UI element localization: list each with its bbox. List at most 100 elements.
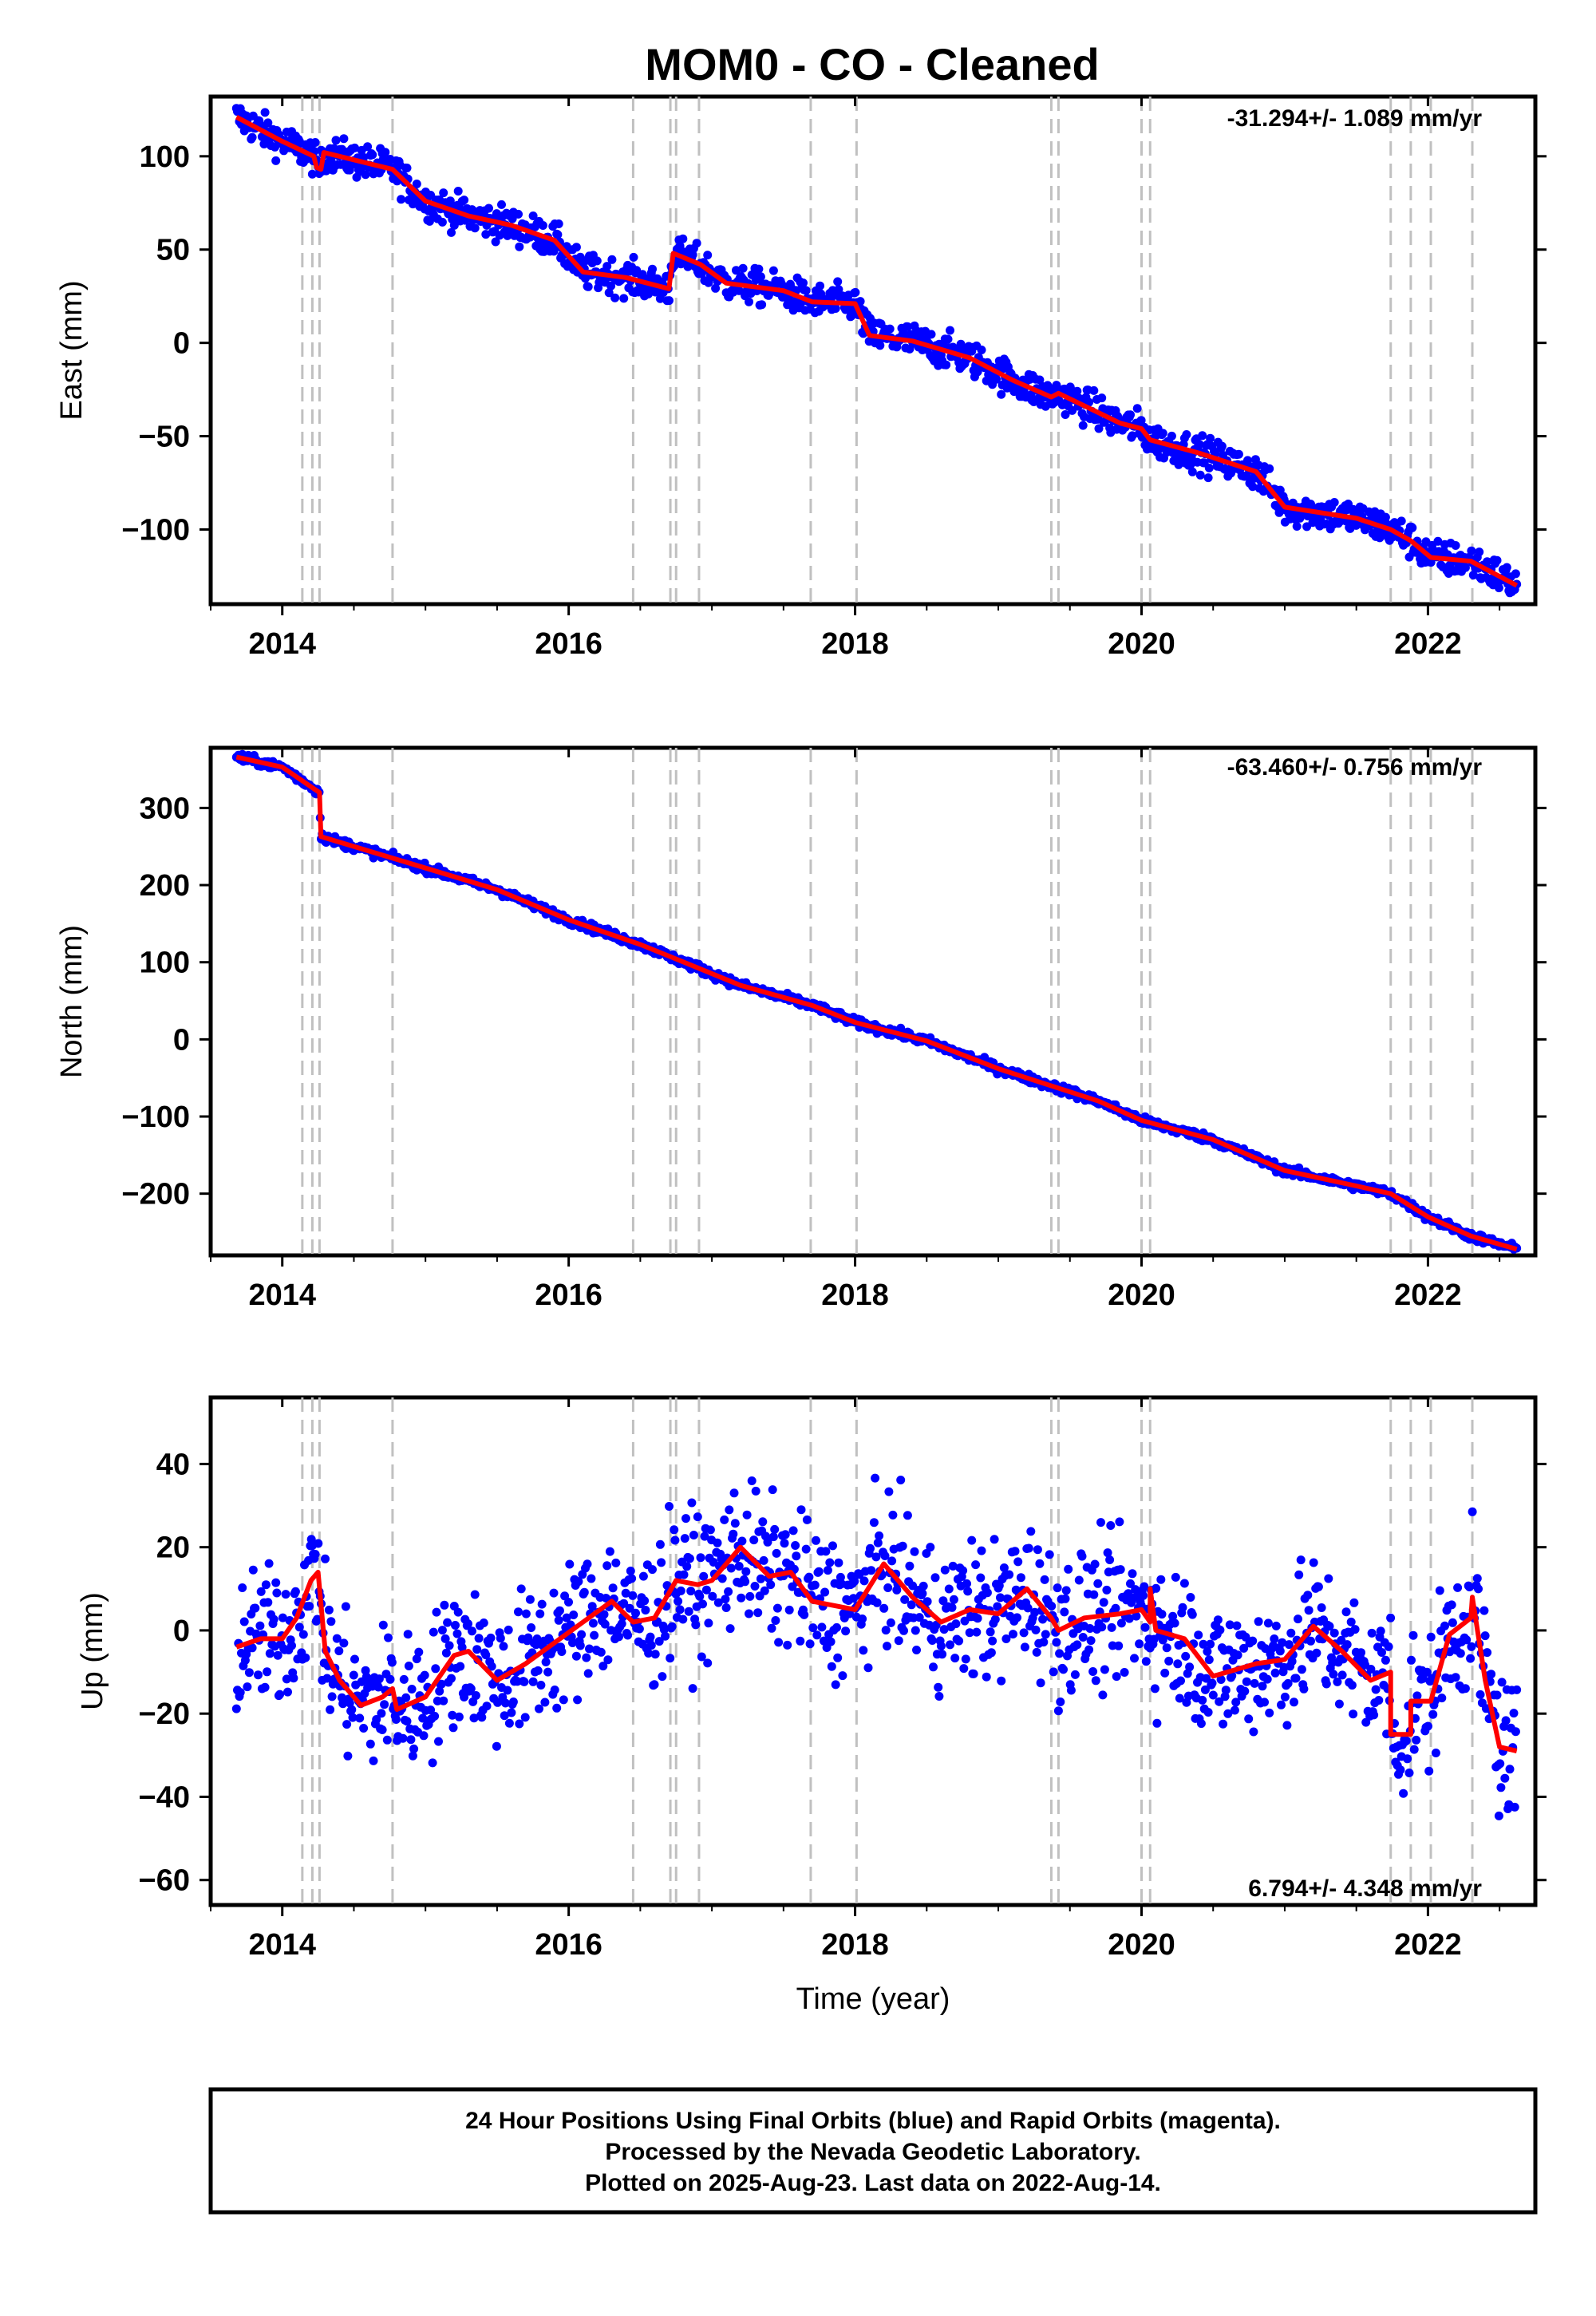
up-point bbox=[588, 1618, 598, 1628]
up-point bbox=[444, 1641, 454, 1650]
up-point bbox=[1409, 1745, 1419, 1754]
east-point bbox=[1475, 547, 1484, 557]
up-point bbox=[994, 1581, 1004, 1591]
up-point bbox=[1347, 1681, 1357, 1690]
up-point bbox=[670, 1525, 679, 1535]
east-point bbox=[1381, 512, 1390, 522]
up-point bbox=[1242, 1677, 1251, 1686]
east-point bbox=[571, 243, 581, 252]
east-point bbox=[1329, 498, 1339, 507]
up-point bbox=[532, 1634, 542, 1643]
up-point bbox=[1171, 1572, 1180, 1582]
up-point bbox=[905, 1561, 915, 1571]
up-point bbox=[602, 1561, 612, 1571]
up-point bbox=[646, 1632, 655, 1642]
footer-line-2: Processed by the Nevada Geodetic Laborat… bbox=[605, 2139, 1140, 2165]
up-point bbox=[954, 1636, 964, 1646]
up-point bbox=[1497, 1678, 1507, 1687]
up-point bbox=[665, 1502, 674, 1511]
up-point bbox=[533, 1666, 543, 1675]
up-point bbox=[1317, 1603, 1326, 1612]
up-point bbox=[583, 1559, 592, 1569]
east-point bbox=[1089, 385, 1099, 395]
east-y-tick-label: 100 bbox=[140, 140, 190, 174]
up-point bbox=[327, 1692, 337, 1701]
up-point bbox=[1230, 1705, 1239, 1715]
up-point bbox=[1052, 1638, 1061, 1647]
up-point bbox=[314, 1539, 323, 1548]
up-point bbox=[1296, 1555, 1306, 1565]
east-point bbox=[757, 300, 767, 310]
up-point bbox=[401, 1693, 411, 1702]
up-point bbox=[239, 1617, 249, 1626]
east-x-tick-label: 2022 bbox=[1394, 627, 1462, 661]
up-point bbox=[1304, 1606, 1314, 1615]
up-point bbox=[756, 1574, 765, 1583]
up-point bbox=[713, 1598, 723, 1607]
up-point bbox=[1357, 1648, 1365, 1658]
up-rate-label: 6.794+/- 4.348 mm/yr bbox=[1248, 1875, 1482, 1902]
up-point bbox=[841, 1626, 851, 1636]
up-point bbox=[780, 1530, 790, 1539]
up-point bbox=[819, 1636, 828, 1646]
up-point bbox=[990, 1535, 999, 1544]
north-y-tick-label: 100 bbox=[140, 947, 190, 980]
up-point bbox=[271, 1578, 281, 1587]
up-point bbox=[780, 1539, 789, 1548]
up-point bbox=[1059, 1665, 1068, 1674]
up-point bbox=[1371, 1685, 1381, 1694]
up-point bbox=[784, 1605, 794, 1614]
up-point bbox=[1175, 1694, 1184, 1703]
up-point bbox=[503, 1686, 512, 1695]
up-point bbox=[408, 1751, 417, 1761]
up-point bbox=[741, 1577, 750, 1587]
up-point bbox=[763, 1537, 772, 1547]
up-point bbox=[1329, 1670, 1338, 1679]
up-point bbox=[934, 1692, 944, 1701]
up-point bbox=[828, 1541, 837, 1551]
up-point bbox=[1510, 1802, 1519, 1812]
up-point bbox=[575, 1641, 585, 1650]
up-point bbox=[696, 1553, 705, 1563]
up-point bbox=[936, 1642, 946, 1650]
up-point bbox=[1346, 1617, 1356, 1626]
up-point bbox=[1030, 1607, 1040, 1617]
up-point bbox=[965, 1628, 974, 1638]
up-point bbox=[600, 1619, 610, 1629]
up-point bbox=[977, 1546, 986, 1555]
up-point bbox=[1039, 1638, 1049, 1647]
east-point bbox=[1248, 482, 1258, 492]
up-point bbox=[248, 1565, 258, 1575]
up-point bbox=[1404, 1769, 1414, 1777]
north-y-tick-label: 0 bbox=[173, 1023, 190, 1057]
up-point bbox=[273, 1650, 282, 1660]
up-axis-ticks: 2014 2016 2018 2020 2022 −60 −40 −20 0 20 40 bbox=[139, 1397, 1547, 1962]
up-point bbox=[1403, 1754, 1412, 1764]
east-point bbox=[339, 134, 349, 144]
up-point bbox=[697, 1652, 706, 1662]
up-y-axis-label: Up (mm) bbox=[76, 1592, 109, 1710]
up-point bbox=[949, 1595, 958, 1604]
up-point bbox=[667, 1622, 677, 1631]
up-point bbox=[1215, 1697, 1224, 1706]
up-point bbox=[265, 1649, 275, 1658]
up-point bbox=[403, 1630, 413, 1639]
north-y-tick-label: −100 bbox=[121, 1101, 190, 1134]
east-point bbox=[1195, 440, 1204, 449]
up-point bbox=[1280, 1692, 1290, 1701]
up-point bbox=[1168, 1611, 1178, 1621]
up-point bbox=[1103, 1548, 1112, 1558]
up-point bbox=[324, 1605, 334, 1614]
up-point bbox=[705, 1525, 715, 1535]
up-plot-frame bbox=[208, 1395, 1538, 1907]
up-point bbox=[859, 1646, 868, 1655]
up-point bbox=[298, 1630, 308, 1639]
up-point bbox=[338, 1699, 348, 1709]
up-point bbox=[496, 1634, 505, 1643]
north-x-tick-label: 2020 bbox=[1108, 1279, 1175, 1312]
up-point bbox=[294, 1622, 304, 1632]
up-x-tick-label: 2018 bbox=[821, 1928, 889, 1962]
up-point bbox=[1500, 1773, 1510, 1783]
up-point bbox=[452, 1629, 462, 1638]
